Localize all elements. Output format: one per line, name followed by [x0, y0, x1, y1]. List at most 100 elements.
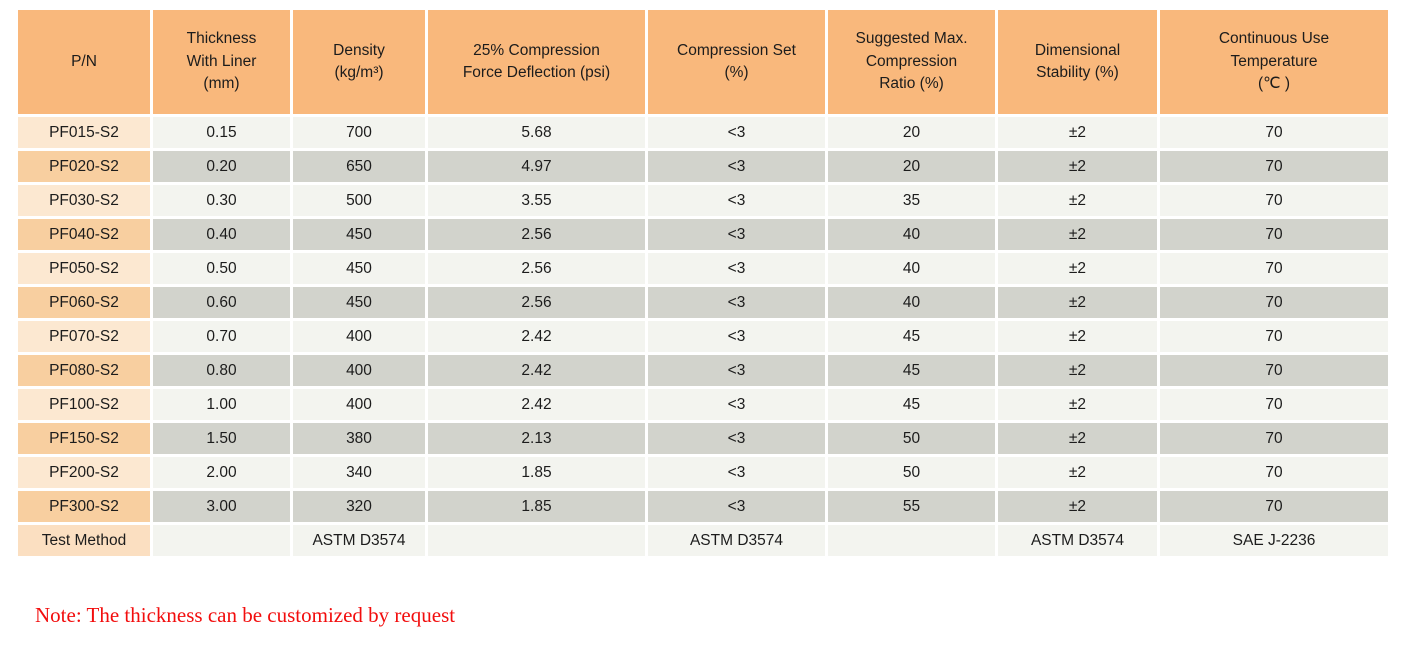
- value-cell: 20: [828, 117, 995, 148]
- value-cell: 20: [828, 151, 995, 182]
- value-cell: 380: [293, 423, 425, 454]
- value-cell: <3: [648, 423, 825, 454]
- table-row: PF300-S2 3.00 320 1.85 <3 55 ±2 70: [18, 491, 1388, 522]
- value-cell: 70: [1160, 185, 1388, 216]
- value-cell: 70: [1160, 423, 1388, 454]
- header-cell-max-compression: Suggested Max. Compression Ratio (%): [828, 10, 995, 114]
- value-cell: 450: [293, 287, 425, 318]
- value-cell: <3: [648, 287, 825, 318]
- table-row: PF100-S2 1.00 400 2.42 <3 45 ±2 70: [18, 389, 1388, 420]
- spec-table-head: P/N Thickness With Liner (mm) Density (k…: [18, 10, 1388, 114]
- value-cell: <3: [648, 491, 825, 522]
- table-row: PF015-S2 0.15 700 5.68 <3 20 ±2 70: [18, 117, 1388, 148]
- spec-table: P/N Thickness With Liner (mm) Density (k…: [15, 7, 1391, 559]
- table-row: PF040-S2 0.40 450 2.56 <3 40 ±2 70: [18, 219, 1388, 250]
- value-cell: ±2: [998, 219, 1157, 250]
- value-cell: 0.30: [153, 185, 290, 216]
- value-cell: [428, 525, 645, 556]
- header-cell-compression-force: 25% Compression Force Deflection (psi): [428, 10, 645, 114]
- value-cell: 2.56: [428, 287, 645, 318]
- pn-cell: PF070-S2: [18, 321, 150, 352]
- value-cell: 2.42: [428, 389, 645, 420]
- header-cell-temperature: Continuous Use Temperature (℃ ): [1160, 10, 1388, 114]
- value-cell: 0.70: [153, 321, 290, 352]
- value-cell: <3: [648, 185, 825, 216]
- pn-cell: PF060-S2: [18, 287, 150, 318]
- value-cell: 0.80: [153, 355, 290, 386]
- value-cell: <3: [648, 355, 825, 386]
- spec-table-body: PF015-S2 0.15 700 5.68 <3 20 ±2 70 PF020-S2 0.20 6…: [18, 117, 1388, 556]
- value-cell: ±2: [998, 321, 1157, 352]
- value-cell: <3: [648, 457, 825, 488]
- value-cell: 2.56: [428, 253, 645, 284]
- value-cell: 2.00: [153, 457, 290, 488]
- value-cell: 70: [1160, 457, 1388, 488]
- table-row: PF150-S2 1.50 380 2.13 <3 50 ±2 70: [18, 423, 1388, 454]
- pn-cell: PF040-S2: [18, 219, 150, 250]
- value-cell: ±2: [998, 287, 1157, 318]
- value-cell: 50: [828, 423, 995, 454]
- header-cell-thickness: Thickness With Liner (mm): [153, 10, 290, 114]
- value-cell: 70: [1160, 117, 1388, 148]
- value-cell: [153, 525, 290, 556]
- value-cell: 3.55: [428, 185, 645, 216]
- value-cell: <3: [648, 389, 825, 420]
- value-cell: 3.00: [153, 491, 290, 522]
- table-row: Test Method ASTM D3574 ASTM D3574 ASTM D357…: [18, 525, 1388, 556]
- value-cell: 55: [828, 491, 995, 522]
- value-cell: <3: [648, 219, 825, 250]
- value-cell: ASTM D3574: [648, 525, 825, 556]
- pn-cell: PF150-S2: [18, 423, 150, 454]
- value-cell: 45: [828, 321, 995, 352]
- value-cell: 50: [828, 457, 995, 488]
- header-row: P/N Thickness With Liner (mm) Density (k…: [18, 10, 1388, 114]
- value-cell: 1.85: [428, 491, 645, 522]
- pn-cell: PF050-S2: [18, 253, 150, 284]
- header-cell-density: Density (kg/m³): [293, 10, 425, 114]
- pn-cell: PF080-S2: [18, 355, 150, 386]
- value-cell: 450: [293, 253, 425, 284]
- value-cell: 0.40: [153, 219, 290, 250]
- table-row: PF060-S2 0.60 450 2.56 <3 40 ±2 70: [18, 287, 1388, 318]
- value-cell: ASTM D3574: [293, 525, 425, 556]
- value-cell: 0.50: [153, 253, 290, 284]
- value-cell: 4.97: [428, 151, 645, 182]
- value-cell: ±2: [998, 457, 1157, 488]
- table-row: PF200-S2 2.00 340 1.85 <3 50 ±2 70: [18, 457, 1388, 488]
- pn-cell: PF200-S2: [18, 457, 150, 488]
- value-cell: 70: [1160, 491, 1388, 522]
- value-cell: 40: [828, 219, 995, 250]
- value-cell: 70: [1160, 287, 1388, 318]
- value-cell: <3: [648, 253, 825, 284]
- value-cell: 0.20: [153, 151, 290, 182]
- value-cell: 35: [828, 185, 995, 216]
- value-cell: <3: [648, 321, 825, 352]
- value-cell: 40: [828, 253, 995, 284]
- pn-cell: PF100-S2: [18, 389, 150, 420]
- value-cell: 70: [1160, 389, 1388, 420]
- header-cell-dimensional: Dimensional Stability (%): [998, 10, 1157, 114]
- value-cell: 0.15: [153, 117, 290, 148]
- header-cell-compression-set: Compression Set (%): [648, 10, 825, 114]
- value-cell: 340: [293, 457, 425, 488]
- value-cell: 0.60: [153, 287, 290, 318]
- value-cell: ±2: [998, 117, 1157, 148]
- header-cell-pn: P/N: [18, 10, 150, 114]
- value-cell: 2.42: [428, 321, 645, 352]
- table-row: PF020-S2 0.20 650 4.97 <3 20 ±2 70: [18, 151, 1388, 182]
- value-cell: 2.13: [428, 423, 645, 454]
- value-cell: 45: [828, 389, 995, 420]
- value-cell: 320: [293, 491, 425, 522]
- value-cell: <3: [648, 151, 825, 182]
- value-cell: 40: [828, 287, 995, 318]
- value-cell: 2.56: [428, 219, 645, 250]
- value-cell: 70: [1160, 355, 1388, 386]
- value-cell: 400: [293, 321, 425, 352]
- table-row: PF050-S2 0.50 450 2.56 <3 40 ±2 70: [18, 253, 1388, 284]
- value-cell: 2.42: [428, 355, 645, 386]
- value-cell: 1.50: [153, 423, 290, 454]
- value-cell: 400: [293, 389, 425, 420]
- value-cell: ASTM D3574: [998, 525, 1157, 556]
- value-cell: ±2: [998, 253, 1157, 284]
